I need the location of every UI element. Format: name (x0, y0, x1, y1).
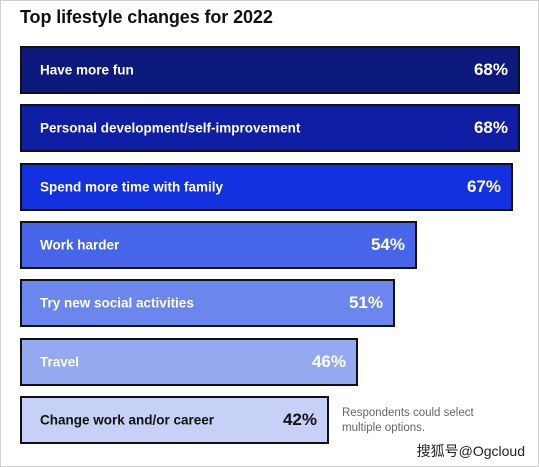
bar-1: Have more fun 68% (20, 46, 520, 94)
bar-value-label: 68% (473, 118, 508, 137)
bar-category-label: Change work and/or career (40, 412, 215, 428)
bar-value-label: 46% (311, 352, 346, 371)
bar-value-label: 54% (370, 235, 405, 254)
bar-4: Work harder 54% (20, 221, 417, 269)
bar-category-label: Travel (40, 354, 80, 370)
bar-6: Travel 46% (20, 338, 358, 386)
chart-title: Top lifestyle changes for 2022 (20, 7, 273, 27)
bar-2: Personal development/self-improvement 68% (20, 104, 520, 152)
watermark-text: 搜狐号@Ogcloud (416, 443, 525, 459)
bar-category-label: Have more fun (40, 62, 134, 78)
bar-value-label: 68% (473, 60, 508, 79)
bar-value-label: 42% (282, 410, 317, 429)
bar-category-label: Try new social activities (40, 295, 194, 311)
bar-category-label: Personal development/self-improvement (40, 120, 301, 136)
bar-value-label: 51% (348, 293, 383, 312)
respondents-note: Respondents could select multiple option… (342, 407, 474, 434)
bar-category-label: Spend more time with family (40, 179, 224, 195)
bar-7: Change work and/or career 42% (20, 396, 329, 444)
bar-value-label: 67% (466, 177, 501, 196)
bar-category-label: Work harder (40, 237, 120, 253)
bar-5: Try new social activities 51% (20, 279, 395, 327)
bar-3: Spend more time with family 67% (20, 163, 513, 211)
